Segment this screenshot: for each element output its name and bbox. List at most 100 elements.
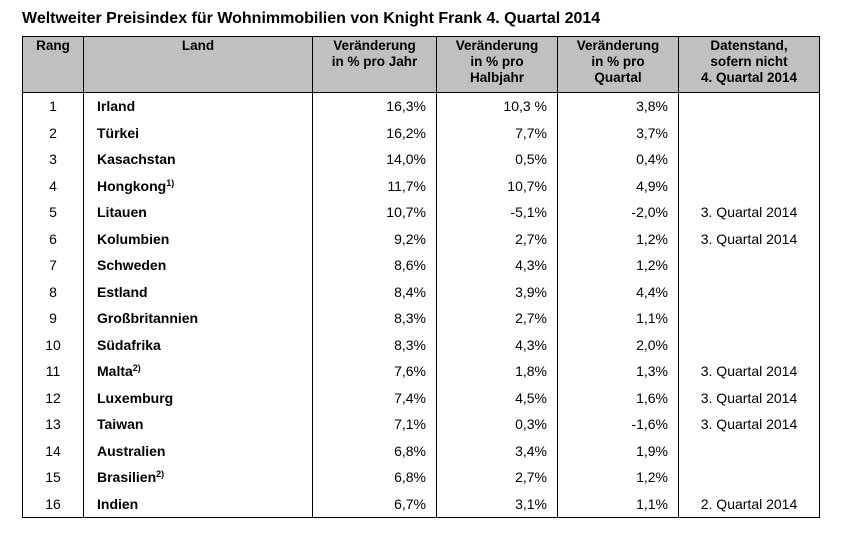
document: Weltweiter Preisindex für Wohnimmobilien…	[22, 10, 822, 518]
change-half-year-cell: 0,5%	[436, 146, 558, 173]
change-half-year-cell: -5,1%	[436, 199, 558, 226]
table-row: 3 Kasachstan 14,0% 0,5% 0,4%	[22, 146, 820, 173]
rank-cell: 8	[22, 278, 84, 305]
data-date-cell	[678, 278, 820, 305]
data-date-cell: 3. Quartal 2014	[678, 225, 820, 252]
change-year-cell: 6,7%	[312, 490, 437, 518]
rank-cell: 1	[22, 92, 84, 120]
change-quarter-cell: 1,3%	[557, 358, 679, 385]
table-body: 1 Irland 16,3% 10,3 % 3,8% 2 Türkei 16,2% 7,7% 3,…	[22, 92, 820, 518]
header-row: Rang Land Veränderung in % pro Jahr Verä…	[22, 36, 820, 93]
change-quarter-cell: 1,2%	[557, 225, 679, 252]
table-row: 6 Kolumbien 9,2% 2,7% 1,2% 3. Quartal 2014	[22, 225, 820, 252]
change-year-cell: 6,8%	[312, 437, 437, 464]
table-row: 2 Türkei 16,2% 7,7% 3,7%	[22, 119, 820, 146]
change-year-cell: 6,8%	[312, 464, 437, 491]
country-cell: Irland	[83, 92, 313, 120]
header-change-quarter: Veränderung in % pro Quartal	[557, 36, 679, 93]
rank-cell: 6	[22, 225, 84, 252]
change-half-year-cell: 4,5%	[436, 384, 558, 411]
country-cell: Indien	[83, 490, 313, 518]
change-year-cell: 8,3%	[312, 305, 437, 332]
country-cell: Schweden	[83, 252, 313, 279]
data-date-cell: 3. Quartal 2014	[678, 384, 820, 411]
change-quarter-cell: 0,4%	[557, 146, 679, 173]
table-row: 14 Australien 6,8% 3,4% 1,9%	[22, 437, 820, 464]
table-row: 13 Taiwan 7,1% 0,3% -1,6% 3. Quartal 2014	[22, 411, 820, 438]
change-quarter-cell: -1,6%	[557, 411, 679, 438]
country-cell: Taiwan	[83, 411, 313, 438]
country-cell: Großbritannien	[83, 305, 313, 332]
rank-cell: 11	[22, 358, 84, 385]
change-quarter-cell: 3,7%	[557, 119, 679, 146]
change-half-year-cell: 2,7%	[436, 305, 558, 332]
data-date-cell: 3. Quartal 2014	[678, 358, 820, 385]
rank-cell: 13	[22, 411, 84, 438]
page-title: Weltweiter Preisindex für Wohnimmobilien…	[22, 10, 601, 27]
data-date-cell	[678, 119, 820, 146]
table-row: 9 Großbritannien 8,3% 2,7% 1,1%	[22, 305, 820, 332]
change-year-cell: 16,2%	[312, 119, 437, 146]
change-quarter-cell: 1,1%	[557, 305, 679, 332]
change-half-year-cell: 0,3%	[436, 411, 558, 438]
change-year-cell: 11,7%	[312, 172, 437, 199]
header-change-half-year: Veränderung in % pro Halbjahr	[436, 36, 558, 93]
change-half-year-cell: 3,9%	[436, 278, 558, 305]
footnote-marker: 2)	[156, 469, 165, 480]
country-cell: Kolumbien	[83, 225, 313, 252]
change-half-year-cell: 4,3%	[436, 252, 558, 279]
table-row: 4 Hongkong1) 11,7% 10,7% 4,9%	[22, 172, 820, 199]
header-land: Land	[83, 36, 313, 93]
footnote-marker: 2)	[132, 363, 141, 374]
rank-cell: 5	[22, 199, 84, 226]
country-cell: Litauen	[83, 199, 313, 226]
change-half-year-cell: 10,7%	[436, 172, 558, 199]
change-year-cell: 7,1%	[312, 411, 437, 438]
country-cell: Malta2)	[83, 358, 313, 385]
change-year-cell: 7,4%	[312, 384, 437, 411]
rank-cell: 10	[22, 331, 84, 358]
data-date-cell	[678, 252, 820, 279]
change-half-year-cell: 1,8%	[436, 358, 558, 385]
change-year-cell: 7,6%	[312, 358, 437, 385]
table-row: 1 Irland 16,3% 10,3 % 3,8%	[22, 92, 820, 120]
country-cell: Australien	[83, 437, 313, 464]
change-year-cell: 16,3%	[312, 92, 437, 120]
data-date-cell: 3. Quartal 2014	[678, 199, 820, 226]
table-row: 5 Litauen 10,7% -5,1% -2,0% 3. Quartal 2014	[22, 199, 820, 226]
footnote-marker: 1)	[166, 177, 175, 188]
data-date-cell	[678, 305, 820, 332]
country-cell: Hongkong1)	[83, 172, 313, 199]
country-cell: Estland	[83, 278, 313, 305]
data-date-cell	[678, 464, 820, 491]
data-date-cell	[678, 92, 820, 120]
table-row: 8 Estland 8,4% 3,9% 4,4%	[22, 278, 820, 305]
change-year-cell: 8,4%	[312, 278, 437, 305]
rank-cell: 2	[22, 119, 84, 146]
data-date-cell	[678, 437, 820, 464]
change-half-year-cell: 7,7%	[436, 119, 558, 146]
rank-cell: 4	[22, 172, 84, 199]
rank-cell: 7	[22, 252, 84, 279]
data-date-cell	[678, 172, 820, 199]
change-quarter-cell: 4,4%	[557, 278, 679, 305]
rank-cell: 9	[22, 305, 84, 332]
country-cell: Südafrika	[83, 331, 313, 358]
change-year-cell: 8,3%	[312, 331, 437, 358]
table-row: 7 Schweden 8,6% 4,3% 1,2%	[22, 252, 820, 279]
country-cell: Türkei	[83, 119, 313, 146]
price-index-table: Rang Land Veränderung in % pro Jahr Verä…	[22, 36, 820, 518]
change-half-year-cell: 10,3 %	[436, 92, 558, 120]
change-quarter-cell: 1,1%	[557, 490, 679, 518]
header-rank: Rang	[22, 36, 84, 93]
table-row: 10 Südafrika 8,3% 4,3% 2,0%	[22, 331, 820, 358]
change-quarter-cell: 1,6%	[557, 384, 679, 411]
rank-cell: 16	[22, 490, 84, 518]
change-year-cell: 9,2%	[312, 225, 437, 252]
change-quarter-cell: 3,8%	[557, 92, 679, 120]
change-quarter-cell: 1,9%	[557, 437, 679, 464]
data-date-cell	[678, 146, 820, 173]
header-change-year: Veränderung in % pro Jahr	[312, 36, 437, 93]
rank-cell: 14	[22, 437, 84, 464]
change-quarter-cell: 2,0%	[557, 331, 679, 358]
